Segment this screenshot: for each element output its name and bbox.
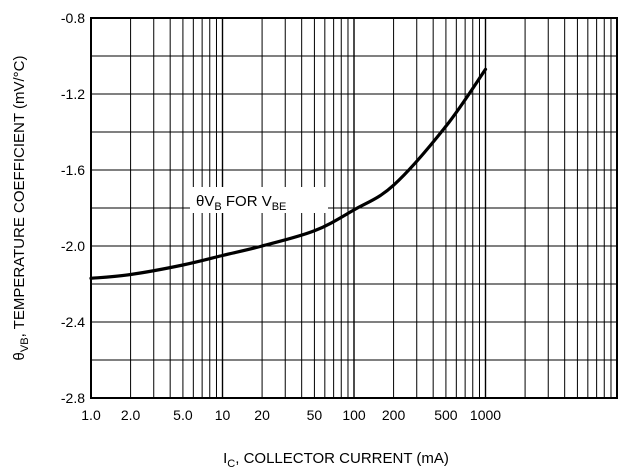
plot-frame — [90, 17, 618, 399]
y-tick-label: -1.2 — [61, 86, 85, 102]
x-tick-label: 200 — [382, 407, 406, 423]
y-tick-label: -2.8 — [61, 390, 85, 406]
x-tick-label: 10 — [215, 407, 231, 423]
annotation-mid: FOR V — [222, 193, 272, 210]
x-tick-label: 2.0 — [121, 407, 141, 423]
chart-grid — [91, 18, 617, 398]
x-tick-label: 5.0 — [173, 407, 193, 423]
x-tick-label: 500 — [434, 407, 458, 423]
svg-text:θVB FOR VBE: θVB FOR VBE — [196, 193, 286, 213]
y-tick-label: -0.8 — [61, 10, 85, 26]
x-tick-label: 50 — [307, 407, 323, 423]
curve-annotation: θVB FOR VBE — [190, 187, 328, 213]
axis-ticks: 1.0 2.0 5.0 10 20 50 100 200 500 1000 -0.8 -1.2 -1.6… — [61, 10, 501, 423]
x-axis-title-rest: , COLLECTOR CURRENT (mA) — [235, 450, 449, 467]
annotation-theta: θV — [196, 193, 214, 210]
x-tick-label: 1000 — [470, 407, 501, 423]
y-tick-label: -2.4 — [61, 314, 85, 330]
y-axis-title-main: θ — [11, 352, 28, 360]
x-tick-label: 1.0 — [81, 407, 101, 423]
series-layer — [89, 67, 488, 280]
annotation-sub1: B — [214, 201, 221, 213]
annotation-sub2: BE — [272, 201, 287, 213]
y-axis-title: θVB, TEMPERATURE COEFFICIENT (mV/°C) — [11, 56, 31, 361]
y-tick-label: -2.0 — [61, 238, 85, 254]
y-axis-title-sub: VB — [19, 337, 31, 352]
x-tick-label: 20 — [254, 407, 270, 423]
x-tick-label: 100 — [342, 407, 366, 423]
x-axis-title-main: I — [223, 450, 227, 467]
series-line — [89, 67, 488, 280]
x-axis-title: IC, COLLECTOR CURRENT (mA) — [223, 450, 449, 470]
x-axis-title-sub: C — [227, 458, 235, 470]
y-tick-label: -1.6 — [61, 162, 85, 178]
y-axis-title-rest: , TEMPERATURE COEFFICIENT (mV/°C) — [11, 56, 28, 338]
